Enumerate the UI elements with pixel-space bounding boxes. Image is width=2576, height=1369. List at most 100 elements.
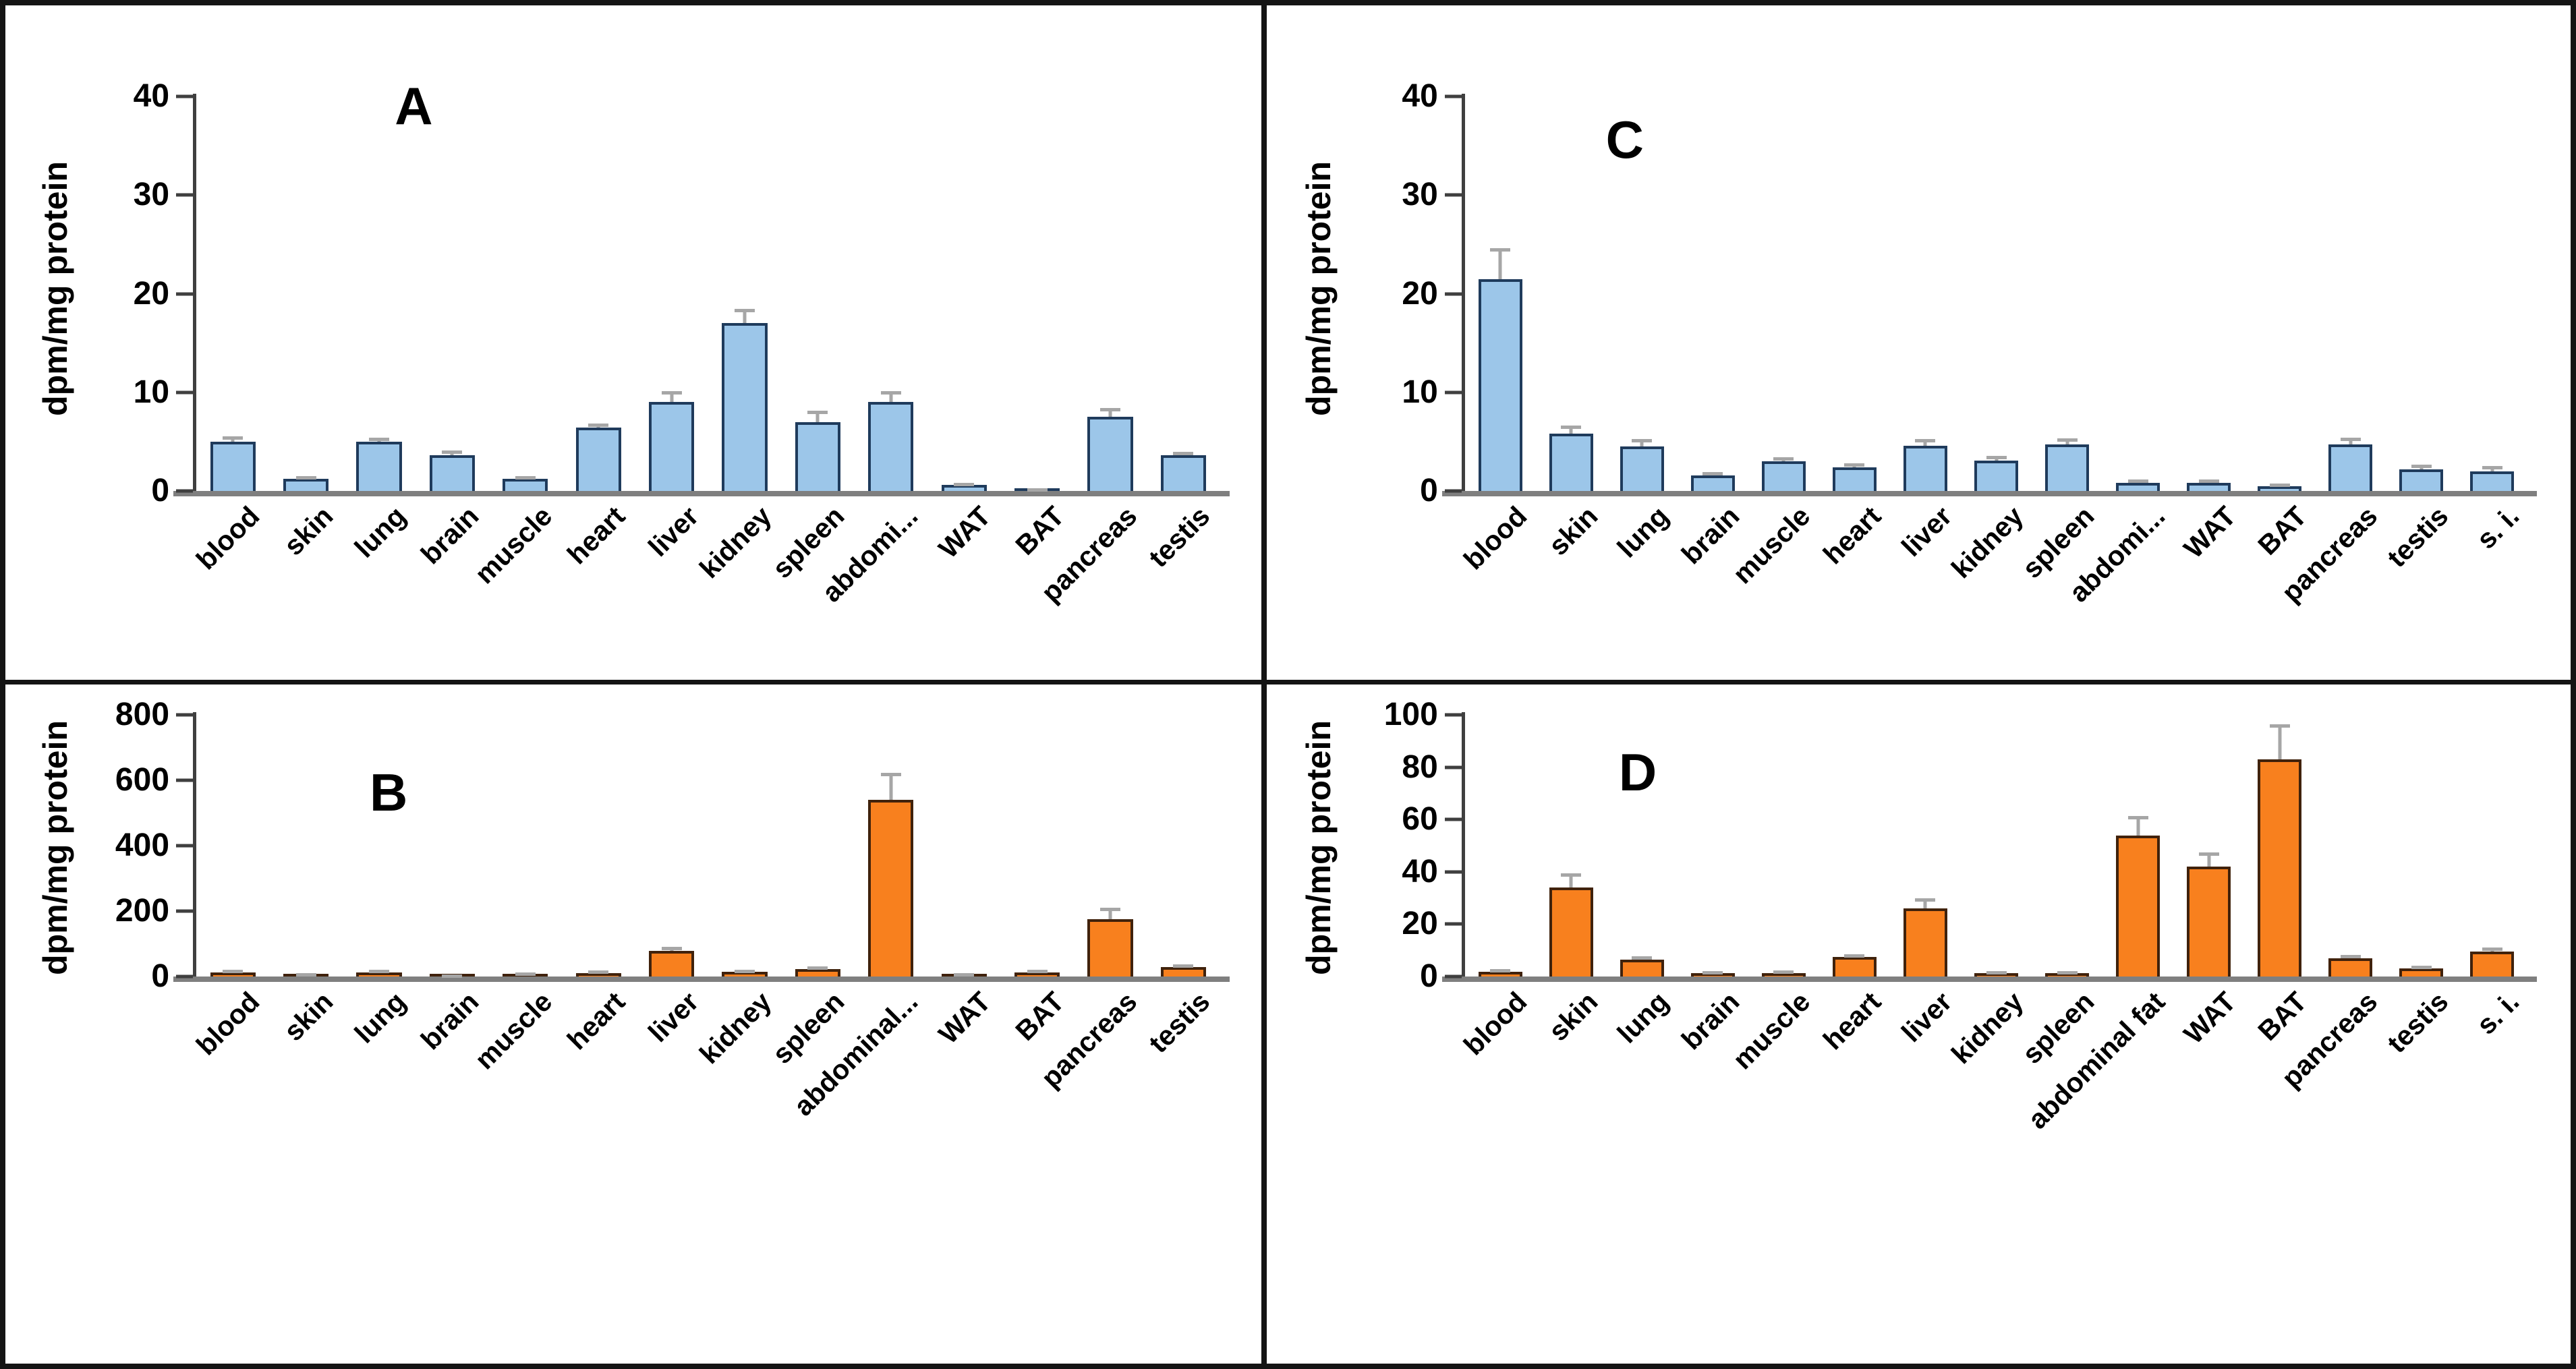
y-tick-mark xyxy=(1444,765,1462,769)
bar xyxy=(648,951,695,977)
x-axis-label: WAT xyxy=(2177,985,2241,1050)
bar xyxy=(2258,759,2302,977)
error-bar-cap xyxy=(1561,425,1582,429)
error-bar xyxy=(1569,426,1573,434)
bar xyxy=(1478,972,1522,977)
y-tick-mark xyxy=(176,713,194,717)
error-bar-cap xyxy=(2127,815,2148,819)
y-tick-mark xyxy=(176,489,194,493)
y-axis-spine xyxy=(1461,94,1465,491)
x-axis-label: liver xyxy=(1895,500,1958,563)
error-bar-cap xyxy=(588,424,609,428)
x-axis-label: kidney xyxy=(1945,500,2029,585)
y-tick-mark xyxy=(1444,292,1462,295)
bar xyxy=(648,402,695,491)
y-tick-label: 20 xyxy=(1402,275,1438,312)
bar xyxy=(2399,469,2444,491)
y-axis-spine xyxy=(193,712,197,977)
x-axis-label: kidney xyxy=(693,985,778,1070)
error-bar-cap xyxy=(880,772,901,776)
y-tick-mark xyxy=(1444,974,1462,979)
bar xyxy=(2470,952,2515,977)
error-bar-cap xyxy=(1773,457,1794,461)
plot-area: 0 10 20 30 40 blood skin lung brain muscle heart li… xyxy=(134,80,1230,608)
x-axis-baseline xyxy=(1441,977,2538,982)
x-axis-label: BAT xyxy=(2252,985,2313,1047)
error-bar xyxy=(1498,249,1502,279)
bar xyxy=(210,972,256,977)
error-bar-cap xyxy=(2340,437,2361,441)
bar xyxy=(1974,973,2019,977)
x-axis-label: s. i. xyxy=(2470,500,2525,555)
error-bar xyxy=(2065,439,2069,445)
x-axis-label: heart xyxy=(561,985,631,1056)
y-tick-mark xyxy=(1444,817,1462,821)
y-tick-label: 40 xyxy=(1402,853,1438,890)
x-axis-label: s. i. xyxy=(2470,985,2525,1041)
error-bar-cap xyxy=(442,450,463,454)
bar xyxy=(1761,461,1806,491)
error-bar-cap xyxy=(1173,964,1194,968)
y-tick-label: 100 xyxy=(1383,697,1438,733)
bar xyxy=(2328,958,2373,977)
y-axis-label: dpm/mg protein xyxy=(36,720,75,975)
y-tick-mark xyxy=(1444,193,1462,197)
x-axis-label: brain xyxy=(415,500,485,571)
bar xyxy=(868,402,914,491)
error-bar-cap xyxy=(2340,954,2361,958)
y-tick-label: 60 xyxy=(1402,801,1438,838)
x-axis-label: blood xyxy=(1458,985,1533,1061)
x-axis-label: testis xyxy=(2380,500,2455,574)
y-tick-label: 30 xyxy=(133,177,170,213)
error-bar-cap xyxy=(2127,479,2148,484)
x-axis-label: WAT xyxy=(932,500,997,564)
bar xyxy=(575,972,621,977)
panel-a: dpm/mg protein A 0 10 20 30 40 blood skin lung b… xyxy=(5,5,1261,680)
y-tick-mark xyxy=(176,390,194,395)
error-bar-cap xyxy=(2198,852,2219,856)
x-axis-label: lung xyxy=(348,500,412,564)
error-bar-cap xyxy=(1702,471,1723,475)
error-bar-cap xyxy=(369,437,389,441)
x-axis-label: blood xyxy=(190,985,266,1061)
error-bar xyxy=(1108,409,1112,417)
error-bar-cap xyxy=(295,475,316,479)
error-bar-cap xyxy=(661,390,682,395)
x-axis-baseline xyxy=(1441,491,2538,496)
y-tick-mark xyxy=(176,778,194,782)
bar xyxy=(1087,919,1133,977)
error-bar-cap xyxy=(2057,970,2078,974)
bar xyxy=(1160,455,1206,491)
error-bar xyxy=(2136,817,2140,836)
bar xyxy=(283,479,329,491)
x-axis-label: heart xyxy=(1817,985,1887,1056)
x-axis-label: BAT xyxy=(1008,985,1070,1047)
x-axis-label: skin xyxy=(1543,500,1604,562)
y-tick-mark xyxy=(176,909,194,913)
bar xyxy=(1620,959,1664,977)
x-axis-label: kidney xyxy=(693,500,778,585)
x-axis-baseline xyxy=(173,491,1230,496)
error-bar-cap xyxy=(1702,971,1723,975)
error-bar-cap xyxy=(661,947,682,951)
error-bar xyxy=(1923,899,1927,909)
x-axis-label: skin xyxy=(277,500,339,562)
x-axis-label: muscle xyxy=(468,985,559,1076)
error-bar-cap xyxy=(1099,907,1120,911)
y-tick-label: 80 xyxy=(1402,749,1438,785)
error-bar xyxy=(2207,853,2211,867)
error-bar-cap xyxy=(369,970,389,974)
panel-letter: B xyxy=(369,762,408,822)
x-axis-label: muscle xyxy=(1727,985,1816,1076)
bar xyxy=(2470,471,2515,491)
panel-letter: D xyxy=(1618,742,1657,802)
vertical-divider xyxy=(1261,5,1267,1364)
plot-area: 0 20 40 60 80 100 blood skin lung brain muscle hear… xyxy=(1384,699,2538,1135)
x-axis-label: skin xyxy=(1543,985,1604,1047)
x-axis-label: blood xyxy=(190,500,266,576)
bar xyxy=(1690,475,1735,491)
x-axis-label: lung xyxy=(1611,985,1675,1049)
y-tick-mark xyxy=(1444,390,1462,395)
horizontal-divider xyxy=(5,680,2571,684)
x-axis-label: liver xyxy=(1895,985,1958,1049)
